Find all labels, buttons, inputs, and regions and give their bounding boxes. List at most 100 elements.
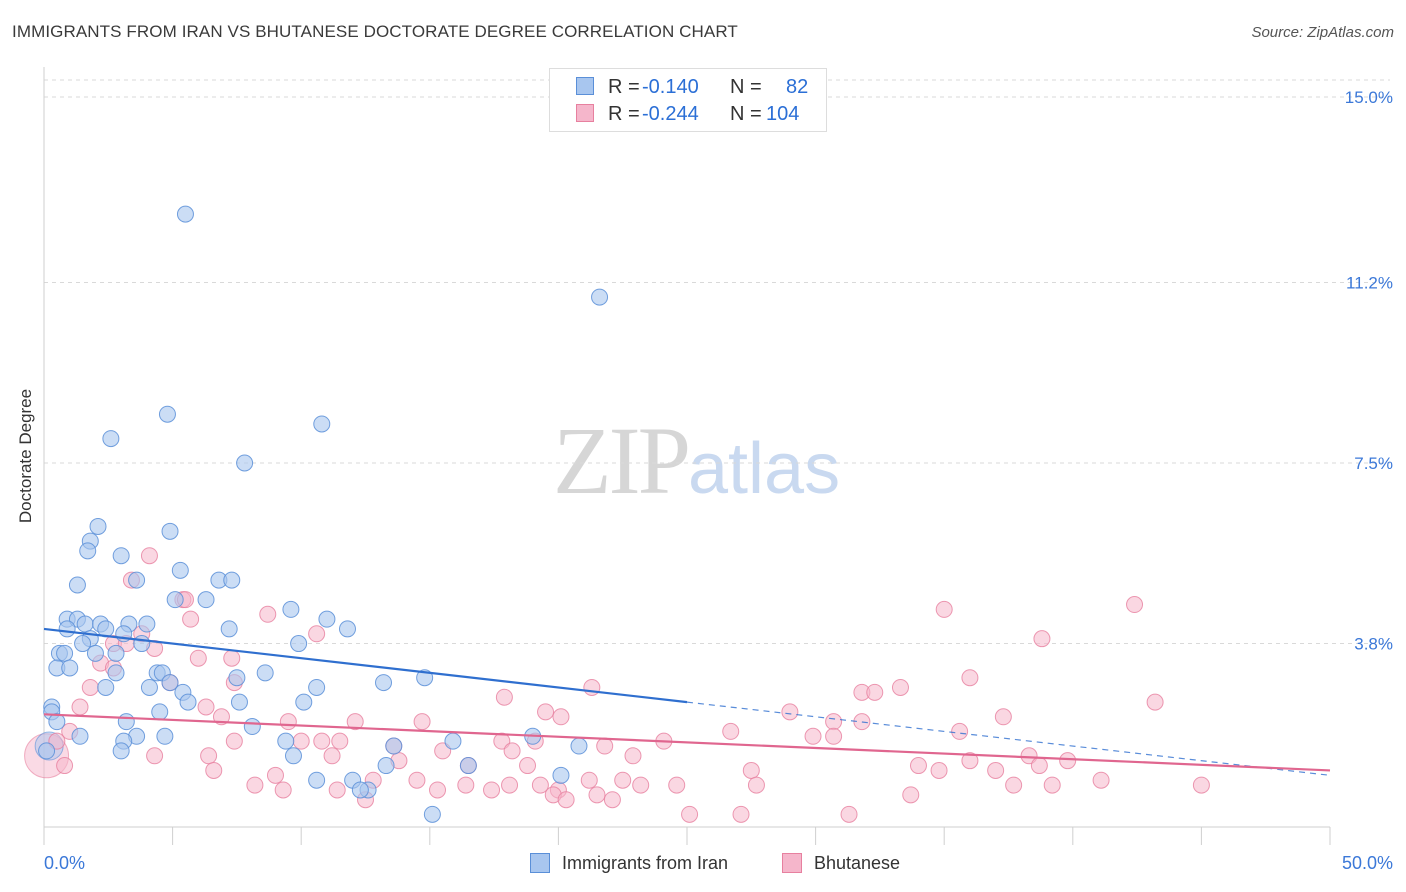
data-point-iran	[256, 664, 274, 682]
data-point-bhutanese	[140, 547, 158, 565]
data-point-bhutanese	[200, 747, 218, 765]
data-point-iran	[151, 703, 169, 721]
data-point-iran	[318, 610, 336, 628]
data-point-bhutanese	[429, 781, 447, 799]
data-point-iran	[107, 644, 125, 662]
data-point-iran	[338, 620, 356, 638]
bottom-legend-label-iran: Immigrants from Iran	[562, 853, 729, 873]
data-point-bhutanese	[413, 713, 431, 731]
data-point-bhutanese	[483, 781, 501, 799]
data-point-bhutanese	[48, 732, 66, 750]
data-point-iran	[171, 561, 189, 579]
data-point-bhutanese	[212, 708, 230, 726]
chart-title: IMMIGRANTS FROM IRAN VS BHUTANESE DOCTOR…	[12, 22, 738, 41]
data-point-bhutanese	[225, 732, 243, 750]
data-point-iran	[68, 576, 86, 594]
data-point-bhutanese	[866, 683, 884, 701]
data-point-iran	[570, 737, 588, 755]
data-point-iran	[385, 737, 403, 755]
data-point-iran	[128, 571, 146, 589]
data-point-bhutanese	[274, 781, 292, 799]
bottom-legend-swatch-iran	[530, 853, 550, 873]
watermark: ZIPatlas	[553, 405, 840, 516]
data-point-iran	[140, 678, 158, 696]
data-point-iran	[86, 644, 104, 662]
data-point-bhutanese	[1020, 747, 1038, 765]
data-point-iran	[591, 288, 609, 306]
source-credit: Source: ZipAtlas.com	[1251, 24, 1394, 41]
data-point-bhutanese	[951, 722, 969, 740]
data-point-bhutanese	[732, 805, 750, 823]
legend-n-label: N =	[730, 103, 762, 125]
legend-swatch-bhutanese	[576, 104, 594, 122]
data-point-iran	[552, 766, 570, 784]
data-point-bhutanese	[205, 761, 223, 779]
data-point-bhutanese	[1033, 630, 1051, 648]
data-point-iran	[117, 713, 135, 731]
data-point-iran	[308, 771, 326, 789]
data-point-bhutanese	[71, 698, 89, 716]
data-point-iran	[166, 591, 184, 609]
legend-r-label: R =	[608, 103, 640, 125]
data-point-bhutanese	[182, 610, 200, 628]
data-point-bhutanese	[961, 752, 979, 770]
data-point-iran	[313, 415, 331, 433]
data-point-bhutanese	[614, 771, 632, 789]
data-point-iran	[158, 405, 176, 423]
data-point-bhutanese	[331, 732, 349, 750]
trend-line-iran	[43, 627, 688, 704]
data-point-iran	[375, 674, 393, 692]
data-point-bhutanese	[189, 649, 207, 667]
data-point-bhutanese	[722, 722, 740, 740]
data-point-iran	[230, 693, 248, 711]
data-point-bhutanese	[747, 776, 765, 794]
data-point-iran	[282, 600, 300, 618]
data-point-bhutanese	[292, 732, 310, 750]
data-point-iran	[277, 732, 295, 750]
data-point-bhutanese	[557, 791, 575, 809]
data-point-bhutanese	[1146, 693, 1164, 711]
data-point-iran	[444, 732, 462, 750]
legend-n-value: 82	[786, 76, 809, 98]
data-point-iran	[176, 205, 194, 223]
data-point-bhutanese	[1030, 757, 1048, 775]
data-point-bhutanese	[279, 713, 297, 731]
data-point-bhutanese	[1126, 596, 1144, 614]
y-tick-label: 15.0%	[1345, 88, 1393, 107]
trend-line-iran-extension	[686, 701, 1331, 776]
data-point-bhutanese	[223, 649, 241, 667]
data-point-bhutanese	[328, 781, 346, 799]
data-point-bhutanese	[346, 713, 364, 731]
legend-row-bhutanese: R = -0.244 N = 104	[550, 100, 826, 126]
data-point-bhutanese	[781, 703, 799, 721]
data-point-bhutanese	[596, 737, 614, 755]
data-point-iran	[284, 747, 302, 765]
data-point-bhutanese	[266, 766, 284, 784]
data-point-iran	[459, 757, 477, 775]
data-point-iran	[197, 591, 215, 609]
data-point-iran	[308, 678, 326, 696]
data-point-iran	[61, 659, 79, 677]
data-point-iran	[133, 635, 151, 653]
data-point-bhutanese	[308, 625, 326, 643]
data-point-bhutanese	[825, 727, 843, 745]
data-point-bhutanese	[588, 786, 606, 804]
data-point-bhutanese	[891, 678, 909, 696]
watermark-atlas: atlas	[688, 429, 841, 509]
data-point-iran	[423, 805, 441, 823]
data-point-bhutanese	[632, 776, 650, 794]
data-point-iran	[179, 693, 197, 711]
data-point-iran	[58, 620, 76, 638]
data-point-bhutanese	[994, 708, 1012, 726]
data-point-iran	[71, 727, 89, 745]
data-point-iran	[112, 547, 130, 565]
data-point-iran	[161, 674, 179, 692]
y-tick-label: 3.8%	[1354, 635, 1393, 654]
data-point-iran	[295, 693, 313, 711]
data-point-iran	[243, 718, 261, 736]
y-axis-label: Doctorate Degree	[16, 388, 35, 524]
bottom-legend-label-bhutanese: Bhutanese	[814, 853, 901, 873]
data-point-bhutanese	[935, 600, 953, 618]
data-point-bhutanese	[840, 805, 858, 823]
